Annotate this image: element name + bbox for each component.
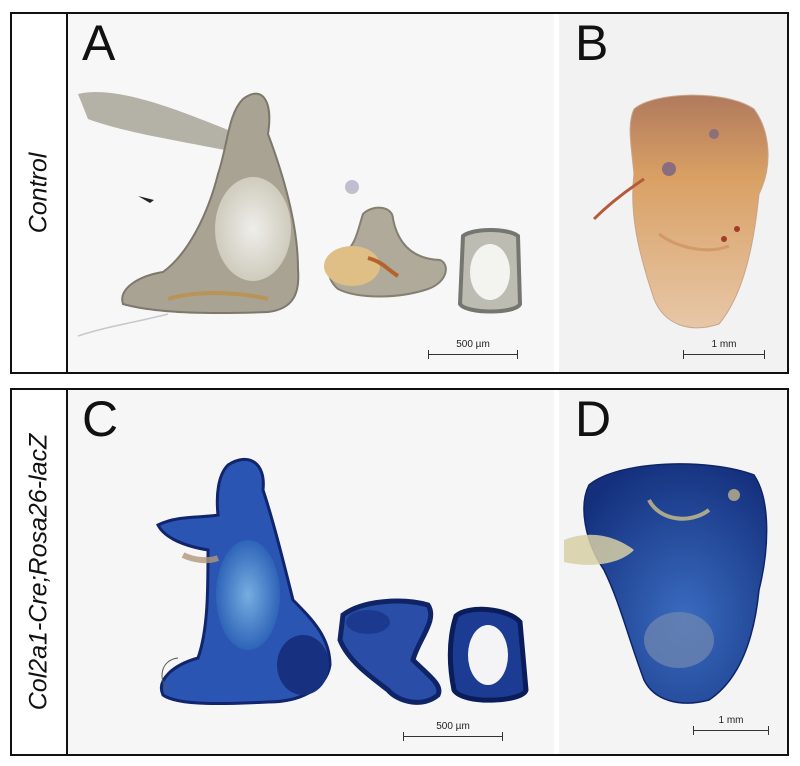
xgal-ossicles-image	[155, 457, 529, 706]
tissue-spot	[734, 226, 740, 232]
tissue-spot	[721, 236, 727, 242]
stained-tissue-pale-region	[644, 612, 714, 668]
stained-incus-head	[346, 610, 390, 634]
debris-speck	[138, 196, 154, 203]
tissue-spot	[662, 162, 676, 176]
orange-tissue-strip	[167, 290, 269, 301]
bone-translucent-region	[215, 177, 291, 281]
incus-orange-tissue	[324, 246, 380, 286]
debris-dot	[345, 180, 359, 194]
panel-letter-d: D	[575, 391, 612, 447]
panel-divider	[554, 390, 559, 754]
unstained-strand	[564, 534, 634, 565]
stained-tissue-mass	[583, 463, 768, 704]
tissue-spot	[709, 129, 719, 139]
panel-c: C 500 µm	[68, 390, 554, 754]
row-label-control: Control	[24, 152, 53, 234]
scale-line-c	[403, 732, 503, 741]
scale-line-d	[693, 726, 769, 735]
panel-letter-b: B	[575, 15, 609, 71]
row-label-genotype: Col2a1-Cre;Rosa26-lacZ	[24, 433, 53, 711]
incus-red-tissue	[367, 256, 400, 278]
panel-letter-a: A	[82, 15, 116, 71]
stained-bone-light-region	[216, 540, 280, 650]
tissue-spot	[728, 489, 740, 501]
scale-label-d: 1 mm	[718, 715, 744, 726]
panel-letter-c: C	[82, 391, 119, 447]
fiber-strand	[77, 313, 169, 337]
scale-label-c: 500 µm	[436, 721, 470, 732]
mutant-label-column: Col2a1-Cre;Rosa26-lacZ	[12, 390, 68, 754]
xgal-tissue-image	[564, 463, 768, 704]
scale-label-a: 500 µm	[456, 339, 490, 350]
mutant-row: Col2a1-Cre;Rosa26-lacZ C 500 µm	[10, 388, 789, 756]
tissue-red-strand	[592, 177, 645, 221]
stained-dark-region	[277, 635, 329, 695]
panel-d: D 1 mm	[559, 390, 787, 754]
panel-divider	[554, 14, 559, 372]
scale-line-a	[428, 350, 518, 359]
tissue-fold	[658, 232, 730, 252]
fiber-strand	[161, 657, 179, 691]
control-tissue-image	[592, 94, 769, 329]
control-row: Control A	[10, 12, 789, 374]
scale-label-b: 1 mm	[711, 339, 737, 350]
malleus-process	[78, 92, 244, 154]
stapes-foramen	[470, 244, 510, 300]
unstained-tissue	[181, 552, 220, 564]
panel-b: B 1 mm	[559, 14, 787, 372]
control-label-column: Control	[12, 14, 68, 372]
control-ossicles-image	[77, 92, 523, 337]
scale-line-b	[683, 350, 765, 359]
tissue-yellow-fold	[647, 498, 711, 521]
stained-stapes-foramen	[468, 625, 508, 685]
panel-a: A 500 µm	[68, 14, 554, 372]
control-tissue-mass	[629, 94, 769, 329]
